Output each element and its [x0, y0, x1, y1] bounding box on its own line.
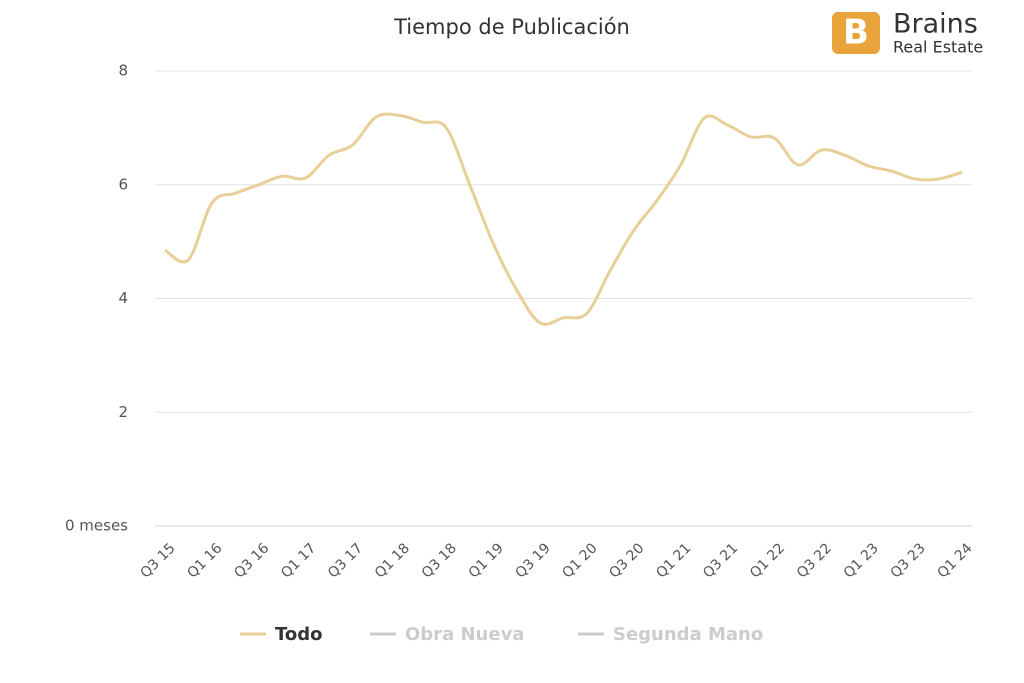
x-tick-label: Q3 22	[794, 540, 835, 581]
logo-tagline: Real Estate	[893, 38, 983, 57]
y-tick-label: 8	[118, 62, 128, 80]
x-tick-label: Q3 16	[231, 540, 272, 581]
x-tick-label: Q1 21	[653, 540, 694, 581]
x-tick-label: Q3 23	[888, 540, 929, 581]
legend-label[interactable]: Todo	[275, 624, 323, 645]
x-tick-label: Q3 18	[419, 540, 460, 581]
logo-letter: B	[843, 13, 869, 53]
x-tick-label: Q3 21	[700, 540, 741, 581]
x-tick-label: Q3 19	[513, 540, 554, 581]
chart-title: Tiempo de Publicación	[393, 15, 630, 39]
x-tick-label: Q1 16	[184, 540, 225, 581]
logo: B Brains Real Estate	[832, 9, 983, 57]
x-tick-label: Q3 17	[325, 540, 366, 581]
y-tick-label: 0 meses	[65, 517, 128, 535]
x-tick-label: Q1 23	[841, 540, 882, 581]
x-tick-label: Q3 20	[606, 540, 647, 581]
y-tick-label: 6	[118, 175, 128, 193]
x-tick-label: Q1 18	[372, 540, 413, 581]
legend-label[interactable]: Segunda Mano	[613, 624, 763, 645]
legend-label[interactable]: Obra Nueva	[405, 624, 524, 645]
series-line	[164, 112, 963, 326]
y-tick-label: 4	[118, 289, 128, 307]
x-tick-label: Q1 17	[278, 540, 319, 581]
y-tick-label: 2	[118, 403, 128, 421]
x-tick-label: Q1 22	[747, 540, 788, 581]
x-tick-label: Q3 15	[138, 540, 179, 581]
x-tick-label: Q1 19	[466, 540, 507, 581]
logo-name: Brains	[893, 9, 978, 40]
x-tick-label: Q1 20	[559, 540, 600, 581]
logo-icon	[832, 12, 880, 54]
x-tick-label: Q1 24	[935, 540, 976, 581]
